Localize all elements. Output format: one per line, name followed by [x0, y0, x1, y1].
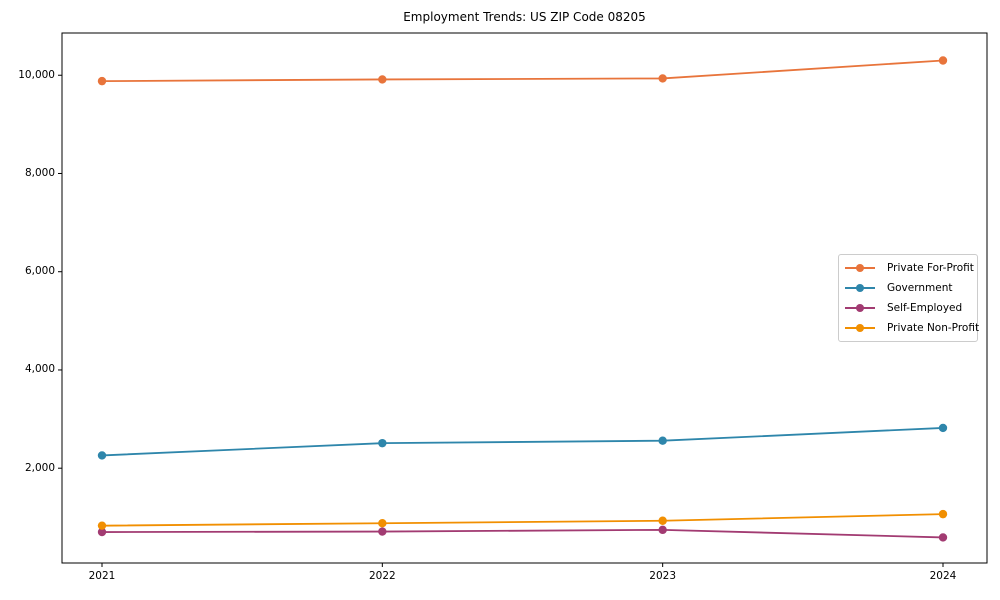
data-point-private-non-profit-2023 — [658, 516, 667, 525]
series-line-self-employed — [101, 528, 944, 539]
data-point-private-for-profit-2022 — [378, 75, 387, 84]
legend-label: Government — [887, 282, 953, 294]
y-tick-label: 6,000 — [24, 265, 55, 278]
legend-item: Government — [845, 278, 971, 298]
data-point-private-for-profit-2021 — [97, 76, 107, 86]
x-tick-label: 2022 — [368, 570, 396, 582]
data-point-private-for-profit-2024 — [938, 56, 948, 65]
legend-dot-icon — [856, 284, 864, 292]
legend-dot-icon — [856, 264, 864, 272]
data-point-self-employed-2022 — [378, 527, 387, 536]
y-tick-label: 4,000 — [24, 363, 55, 376]
x-tick-label: 2021 — [88, 570, 116, 582]
legend-label: Self-Employed — [887, 302, 963, 314]
legend-item: Private Non-Profit — [845, 318, 979, 338]
data-point-private-for-profit-2023 — [658, 74, 667, 83]
series-line-private-non-profit — [101, 513, 944, 527]
legend-dot-icon — [856, 304, 864, 312]
legend-line-marker-icon — [845, 284, 875, 292]
legend-label: Private For-Profit — [887, 262, 974, 274]
data-point-private-non-profit-2021 — [97, 521, 107, 530]
plot-border — [61, 32, 988, 564]
data-point-self-employed-2021 — [97, 527, 107, 537]
legend-label: Private Non-Profit — [887, 322, 980, 334]
data-point-government-2024 — [938, 423, 948, 433]
y-tick-label: 10,000 — [18, 68, 55, 81]
legend-dot-icon — [856, 324, 864, 332]
y-tick-label: 8,000 — [24, 166, 55, 179]
y-tick-label: 2,000 — [24, 461, 55, 474]
data-point-self-employed-2023 — [658, 525, 667, 535]
legend: Private For-Profit Government Self-Emplo… — [838, 254, 979, 342]
legend-item: Private For-Profit — [845, 258, 974, 278]
data-point-self-employed-2024 — [938, 533, 948, 542]
series-line-government — [101, 427, 944, 457]
legend-line-marker-icon — [845, 304, 875, 312]
x-tick-label: 2024 — [929, 570, 957, 582]
data-point-private-non-profit-2022 — [378, 519, 387, 528]
data-point-private-non-profit-2024 — [938, 509, 948, 519]
x-tick-label: 2023 — [649, 570, 677, 582]
data-point-government-2022 — [378, 438, 387, 448]
chart-title: Employment Trends: US ZIP Code 08205 — [403, 10, 646, 24]
data-point-government-2021 — [97, 451, 107, 460]
data-point-government-2023 — [658, 436, 667, 445]
series-line-private-for-profit — [101, 59, 944, 83]
legend-item: Self-Employed — [845, 298, 971, 318]
legend-line-marker-icon — [845, 264, 875, 272]
legend-line-marker-icon — [845, 324, 875, 332]
